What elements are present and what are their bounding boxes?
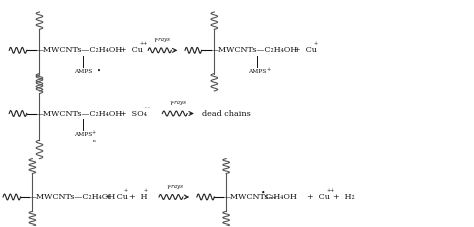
- Text: +: +: [124, 188, 128, 193]
- Text: C₂H₄OH: C₂H₄OH: [264, 193, 297, 201]
- Text: - -: - -: [145, 105, 150, 110]
- Text: n: n: [93, 139, 96, 143]
- Text: AMPS: AMPS: [248, 69, 266, 74]
- Text: •: •: [97, 67, 100, 75]
- Text: +  Cu: + Cu: [105, 193, 128, 201]
- Text: +: +: [266, 67, 271, 72]
- Text: γ-rays: γ-rays: [169, 100, 186, 105]
- Text: γ-rays: γ-rays: [154, 37, 171, 42]
- Text: +  Cu: + Cu: [294, 46, 317, 54]
- Text: +  H: + H: [129, 193, 148, 201]
- Text: —MWCNTs—C₂H₄OH: —MWCNTs—C₂H₄OH: [36, 46, 123, 54]
- Text: AMPS: AMPS: [74, 69, 92, 74]
- Text: +  H₂: + H₂: [333, 193, 355, 201]
- Text: dead chains: dead chains: [201, 109, 250, 118]
- Text: ++: ++: [140, 41, 148, 46]
- Text: —MWCNTs—C₂H₄OH: —MWCNTs—C₂H₄OH: [36, 109, 123, 118]
- Text: AMPS: AMPS: [74, 132, 92, 137]
- Text: +  Cu: + Cu: [307, 193, 330, 201]
- Text: +: +: [144, 188, 148, 193]
- Text: +: +: [314, 41, 318, 46]
- Text: +: +: [92, 131, 96, 136]
- Text: —MWCNTs—C₂H₄OH: —MWCNTs—C₂H₄OH: [211, 46, 298, 54]
- Text: •: •: [261, 189, 265, 197]
- Text: +  Cu: + Cu: [120, 46, 143, 54]
- Text: γ-rays: γ-rays: [166, 184, 183, 189]
- Text: —MWCNTs—: —MWCNTs—: [223, 193, 277, 201]
- Text: —MWCNTs—C₂H₄OH: —MWCNTs—C₂H₄OH: [29, 193, 116, 201]
- Text: ++: ++: [327, 188, 335, 193]
- Text: +  SO₄: + SO₄: [120, 109, 146, 118]
